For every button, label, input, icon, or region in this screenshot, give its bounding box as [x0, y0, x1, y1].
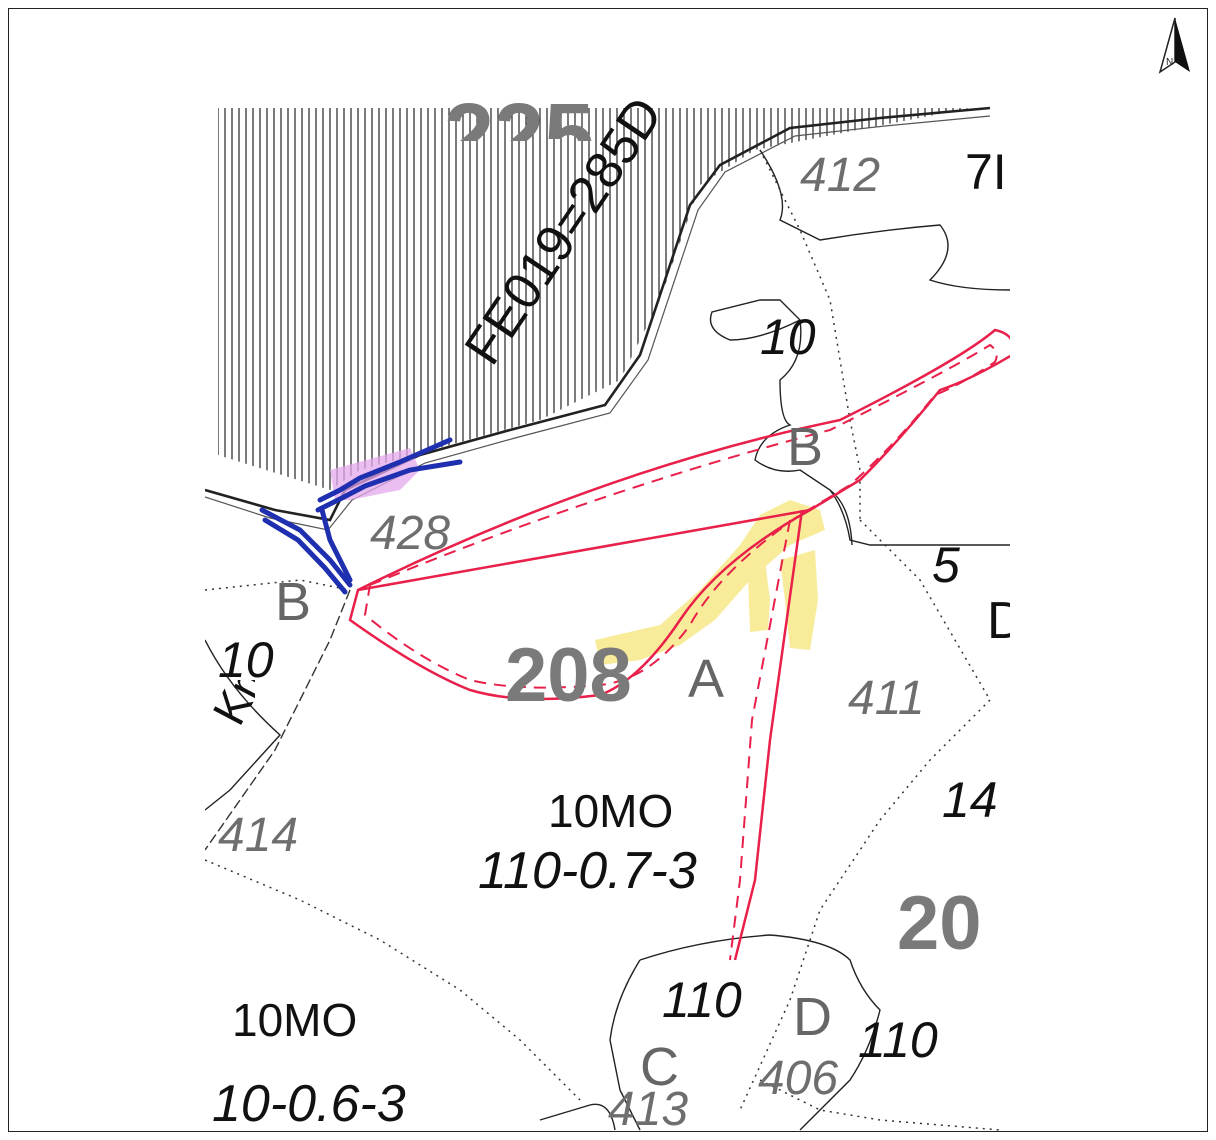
code-label-center: 110-0.7-3 — [478, 842, 697, 900]
parcel-label-414: 414 — [218, 809, 299, 862]
block-number-20: 20 — [897, 881, 982, 961]
parcel-413-clip: 413 — [600, 1080, 740, 1133]
stand-label-14: 14 — [942, 775, 998, 828]
letter-b-left: B — [275, 572, 312, 632]
stand-label-5: 5 — [932, 537, 960, 593]
letter-c: C — [640, 1037, 679, 1097]
parcel-label-406: 406 — [758, 1052, 839, 1105]
road-line — [205, 106, 991, 522]
parcel-label-428: 428 — [370, 507, 451, 560]
stand-boundary — [709, 299, 802, 341]
partial-d-right: D — [987, 595, 1010, 650]
hatched-area — [218, 108, 970, 490]
stand-label-110-bottom: 110 — [662, 972, 742, 1028]
code-label-lower: 10-0.6-3 — [212, 1075, 406, 1133]
letter-b-right: B — [787, 417, 824, 477]
partial-d-clip: D — [985, 595, 1010, 655]
stand-label-10-left: 10 — [218, 632, 274, 688]
stand-label-10-top: 10 — [760, 309, 816, 365]
north-arrow-label: N — [1166, 57, 1174, 68]
blue-highlight — [259, 437, 463, 595]
stand-14-clip: 14 — [940, 775, 1010, 835]
partial-label-clip: 7I — [965, 145, 1010, 205]
partial-label-7i: 7I — [965, 145, 1007, 200]
block-number-208: 208 — [505, 633, 632, 718]
type-label-10mo-center: 10MO — [548, 785, 674, 837]
parcel-label-413: 413 — [608, 1083, 689, 1133]
red-boundary — [348, 328, 1010, 961]
letter-a: A — [688, 649, 725, 709]
stand-boundary — [539, 1103, 616, 1131]
parcel-label-412: 412 — [800, 149, 881, 202]
letter-d: D — [793, 987, 832, 1047]
block-number-225: 225 — [444, 86, 595, 141]
stand-boundary — [759, 149, 1010, 291]
parcel-label-411: 411 — [848, 672, 925, 725]
stand-label-110-right: 110 — [858, 1012, 938, 1068]
stand-boundary — [829, 489, 853, 546]
stand-boundary — [609, 959, 641, 1131]
partial-label-km: Km — [205, 680, 255, 734]
north-arrow-icon — [1158, 17, 1190, 74]
partial-fragment-clip: Km — [205, 680, 255, 760]
block-20-clip: 20 — [895, 880, 1010, 961]
red-dashed-boundary — [363, 343, 998, 961]
stand-boundary — [205, 589, 351, 851]
stand-boundary — [205, 639, 281, 811]
top-block-clip: 225 — [440, 55, 620, 141]
type-label-10mo-lower: 10MO — [232, 994, 358, 1046]
road-line-inner — [205, 115, 991, 531]
stand-boundary — [754, 319, 1010, 546]
